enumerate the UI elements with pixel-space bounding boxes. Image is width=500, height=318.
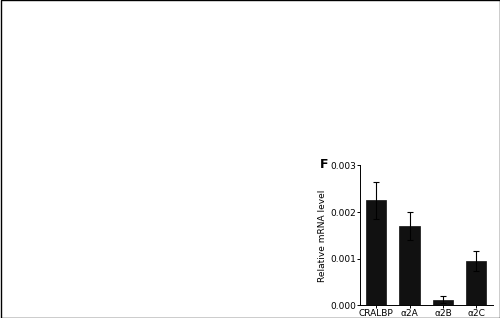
Text: C: C	[2, 289, 10, 299]
Text: B: B	[168, 133, 176, 143]
Text: E: E	[331, 289, 338, 299]
Bar	[366, 200, 386, 305]
Text: A: A	[2, 133, 11, 143]
Bar	[466, 261, 486, 305]
Y-axis label: Relative mRNA level: Relative mRNA level	[318, 189, 327, 281]
Bar	[433, 300, 453, 305]
Text: F: F	[320, 158, 329, 171]
Text: D: D	[166, 289, 176, 299]
Bar	[400, 226, 419, 305]
